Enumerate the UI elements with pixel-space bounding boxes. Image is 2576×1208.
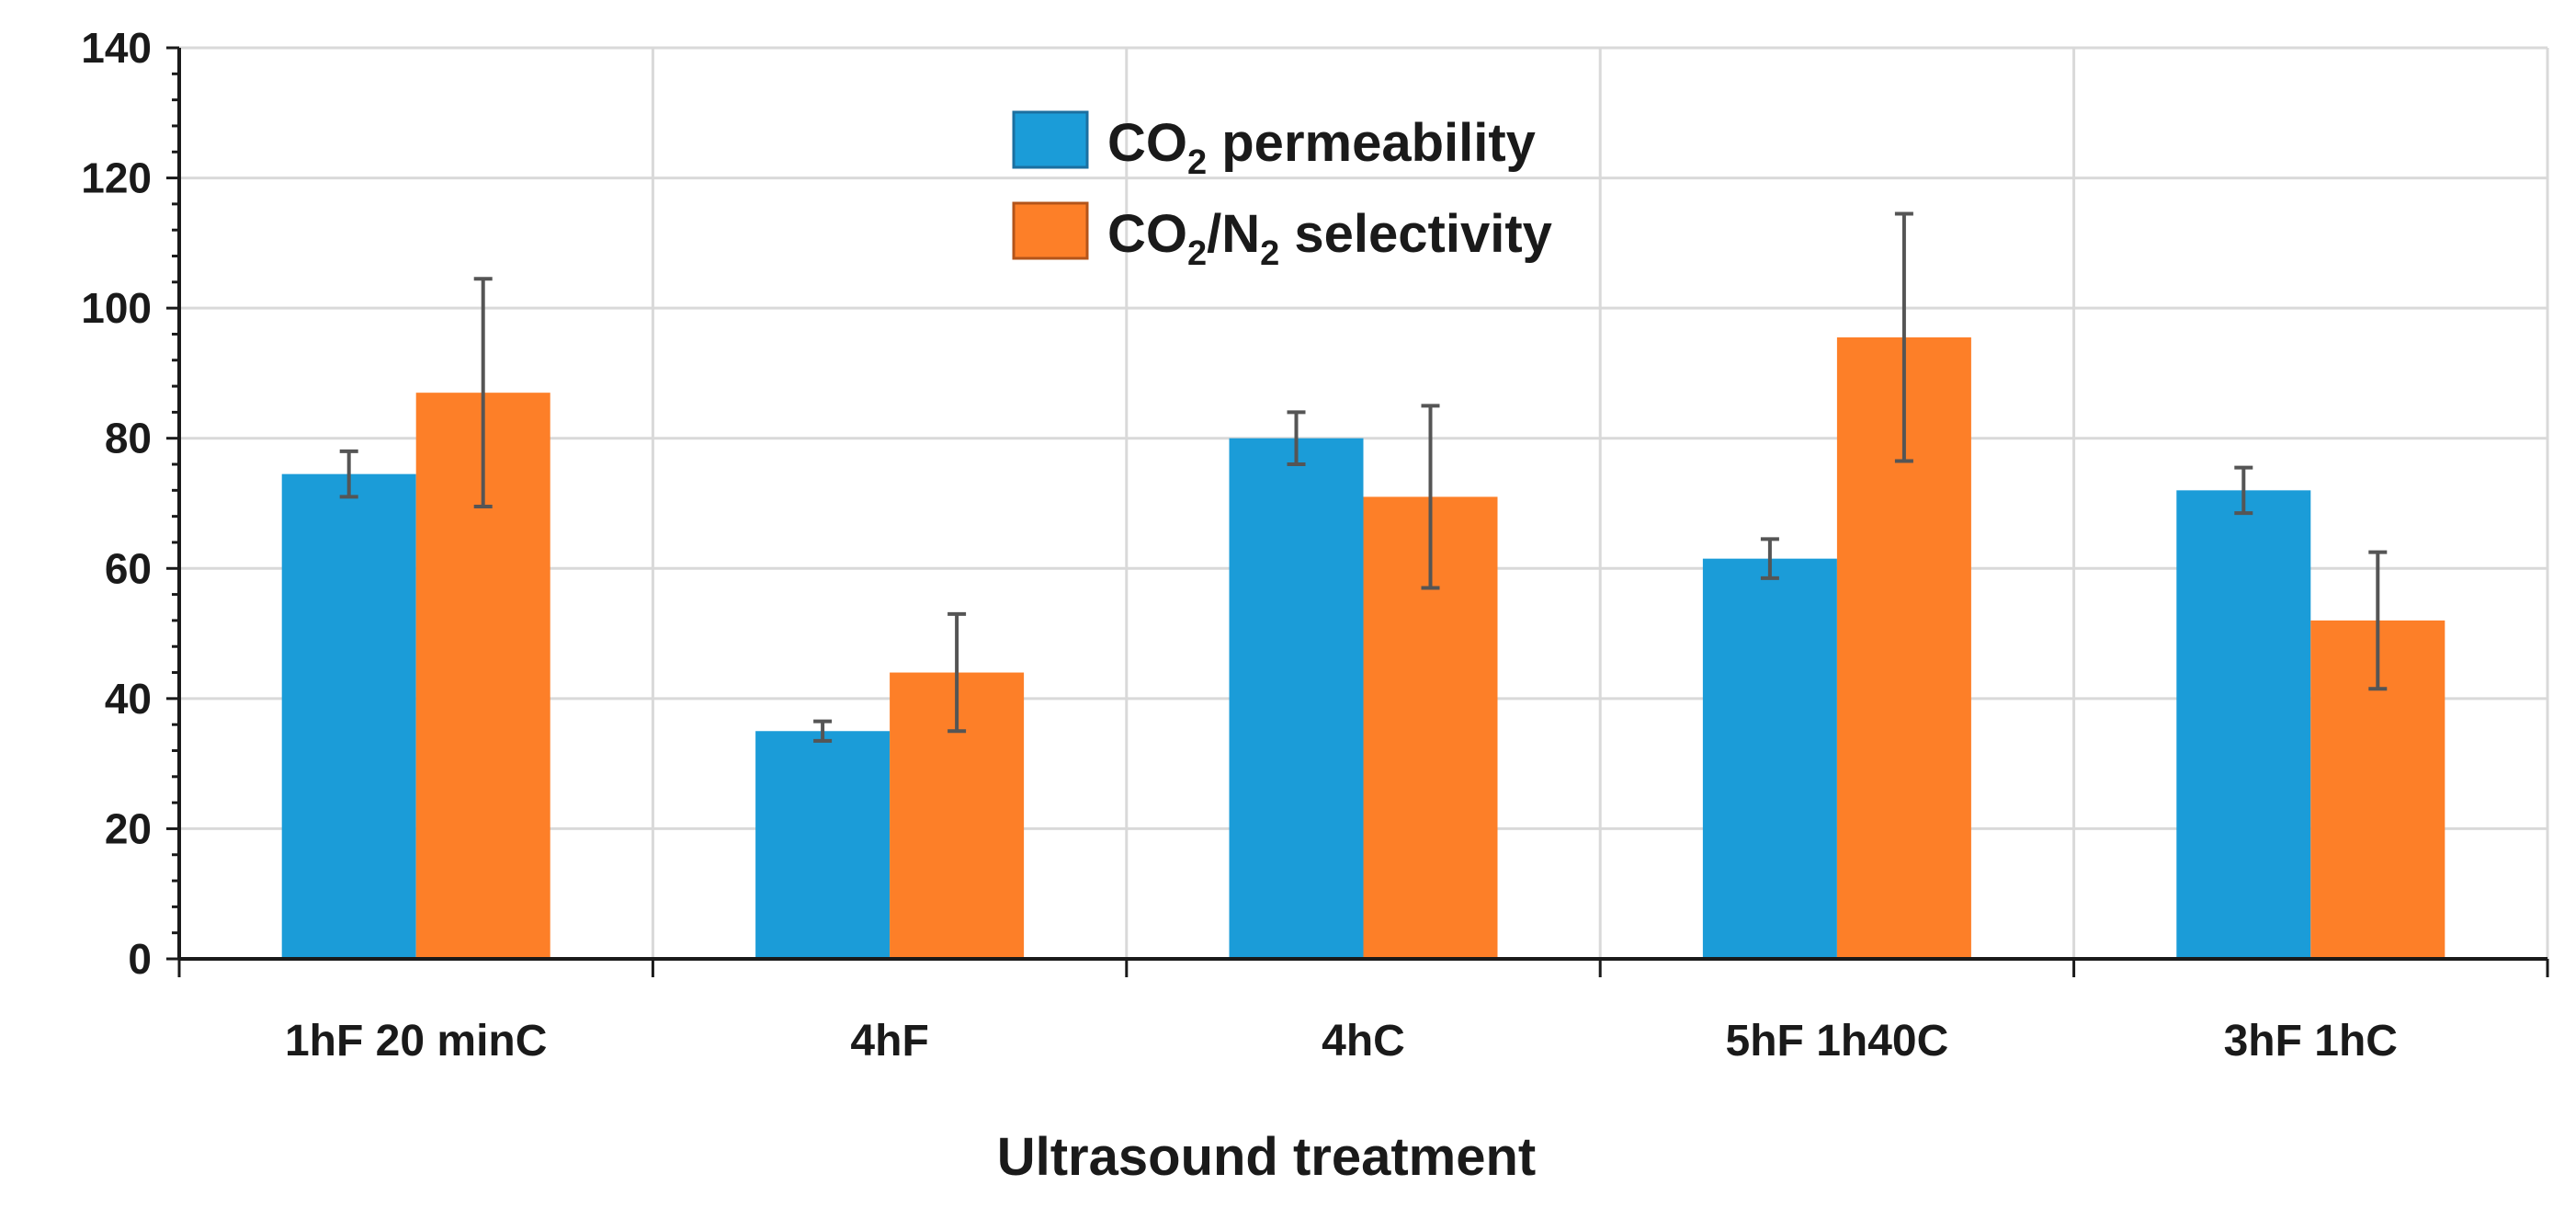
bar-co2-permeability xyxy=(755,731,891,959)
bar-co2-permeability xyxy=(1702,558,1837,959)
x-category-label: 5hF 1h40C xyxy=(1726,1017,1949,1066)
y-tick-label: 0 xyxy=(128,935,152,983)
legend-label-co2-permeability: CO2 permeability xyxy=(1107,113,1536,182)
legend-item-co2-permeability: CO2 permeability xyxy=(1012,110,1536,182)
x-category-labels: 1hF 20 minC 4hF 4hC 5hF 1h40C 3hF 1hC xyxy=(285,1017,2398,1066)
y-tick-label: 80 xyxy=(105,415,152,462)
bar-co2-permeability xyxy=(1229,438,1364,959)
y-tick-label: 20 xyxy=(105,804,152,852)
y-tick-label: 120 xyxy=(81,154,152,202)
legend-swatch-co2-permeability xyxy=(1012,110,1089,169)
y-tick-label: 60 xyxy=(105,544,152,592)
y-tick-labels: 0 20 40 60 80 100 120 140 xyxy=(81,24,152,983)
grid-lines xyxy=(179,46,2549,959)
bar-co2-permeability xyxy=(281,473,416,959)
error-bars xyxy=(339,211,2388,743)
y-tick-label: 40 xyxy=(105,675,152,723)
x-category-label: 4hF xyxy=(850,1017,928,1066)
x-category-label: 1hF 20 minC xyxy=(285,1017,547,1066)
x-category-label: 4hC xyxy=(1322,1017,1405,1066)
legend-label-co2-n2-selectivity: CO2/N2 selectivity xyxy=(1107,204,1552,273)
bar-co2-permeability xyxy=(2176,490,2311,959)
x-axis-title: Ultrasound treatment xyxy=(997,1127,1537,1187)
bars xyxy=(281,336,2445,959)
legend-item-co2-n2-selectivity: CO2/N2 selectivity xyxy=(1012,201,1552,273)
legend-swatch-co2-n2-selectivity xyxy=(1012,201,1089,260)
legend: CO2 permeability CO2/N2 selectivity xyxy=(1012,110,1552,273)
y-tick-label: 100 xyxy=(81,284,152,332)
y-tick-label: 140 xyxy=(81,24,152,72)
x-category-label: 3hF 1hC xyxy=(2224,1017,2398,1066)
axes xyxy=(166,46,2549,977)
